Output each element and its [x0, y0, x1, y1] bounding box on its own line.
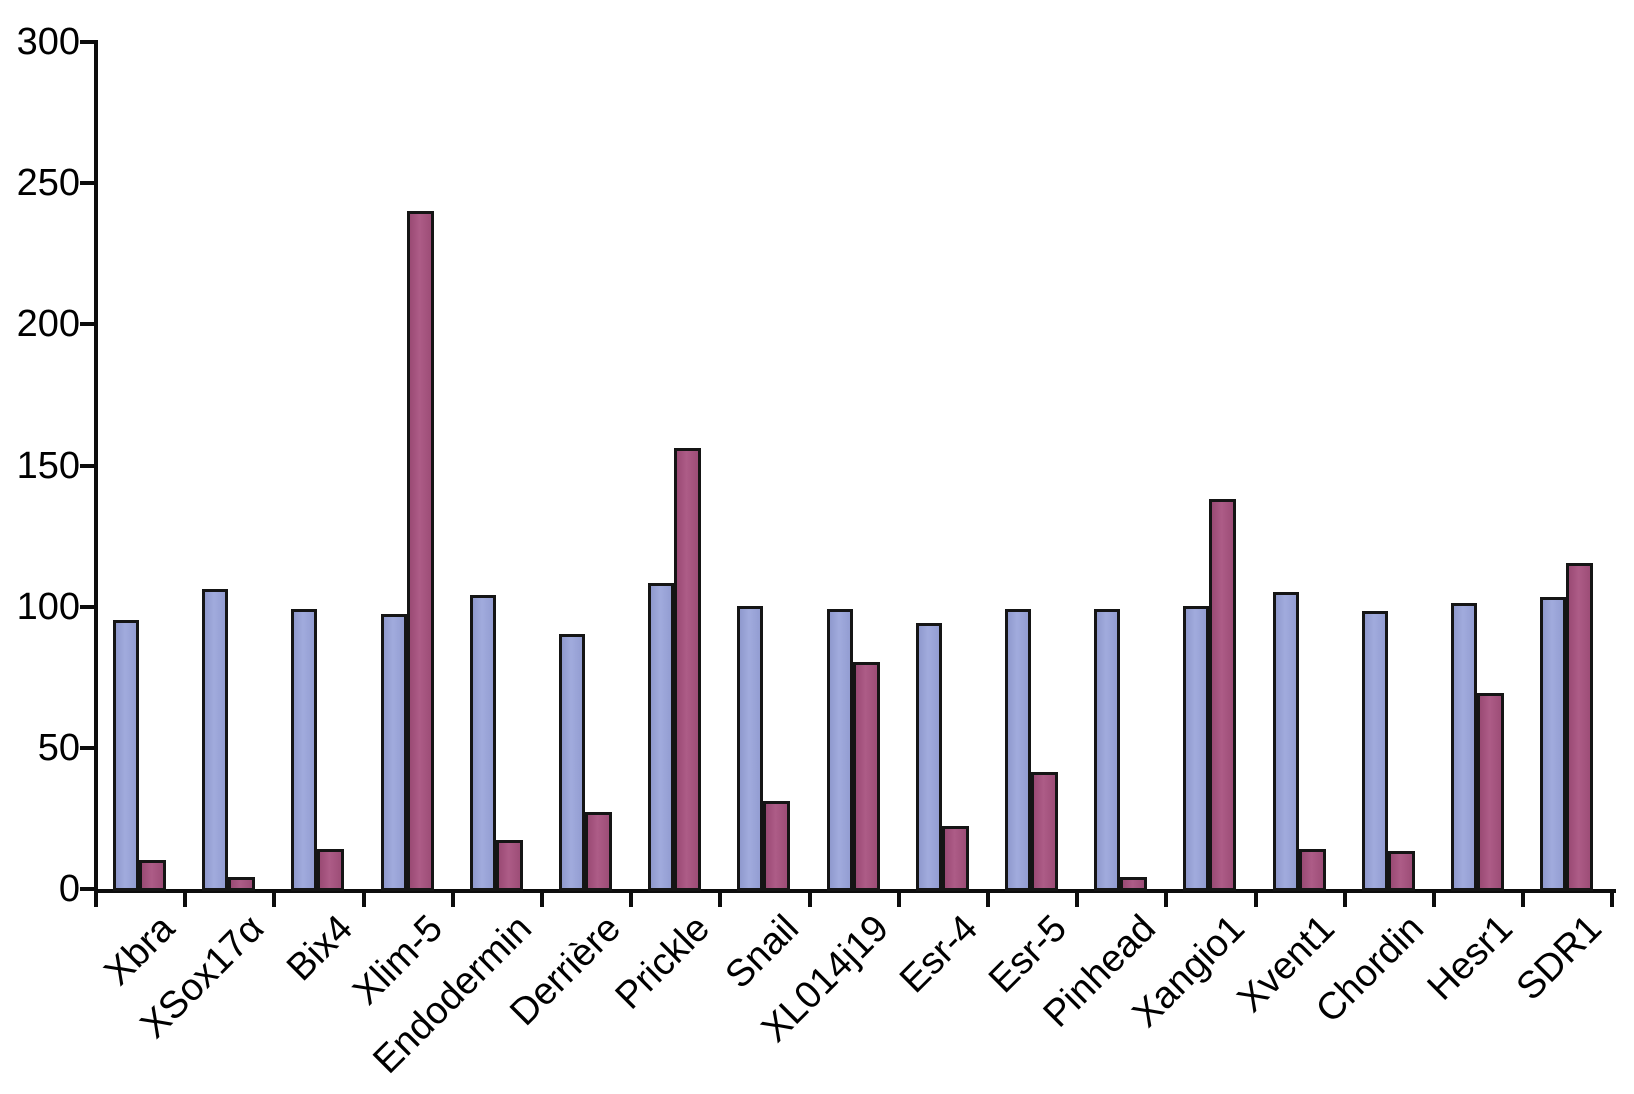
x-label-text: Bix4: [279, 907, 362, 990]
x-tick-3: [361, 891, 366, 907]
y-tick-label-0: 0: [58, 868, 80, 910]
bar-blue-Xangio1: [1183, 605, 1210, 891]
x-tick-10: [986, 891, 990, 907]
y-tick-label-250: 250: [16, 162, 80, 205]
bar-blue-Prickle: [648, 583, 675, 891]
x-tick-15: [1432, 891, 1436, 907]
x-tick-7: [718, 891, 723, 907]
bar-blue-Xlim-5: [380, 614, 407, 891]
y-tick-label-50: 50: [37, 726, 80, 769]
bar-blue-XL014j19: [826, 608, 853, 891]
x-tick-11: [1075, 891, 1080, 907]
bar-maroon-Xangio1: [1209, 498, 1237, 891]
x-tick-8: [807, 891, 812, 907]
y-tick-label-300: 300: [16, 21, 80, 63]
bar-maroon-Xbra: [139, 859, 166, 891]
y-tick-label-100: 100: [16, 585, 80, 628]
bar-blue-XSox17α: [202, 588, 229, 891]
bar-maroon-XL014j19: [852, 662, 880, 891]
x-label-text: Hesr1: [1419, 907, 1521, 1009]
bar-maroon-XSox17α: [228, 876, 256, 891]
bar-maroon-Bix4: [317, 848, 345, 891]
x-axis-line: [94, 889, 1617, 893]
bar-maroon-Derrière: [585, 811, 612, 891]
x-tick-9: [896, 891, 901, 907]
x-tick-1: [183, 891, 188, 907]
x-tick-2: [272, 891, 277, 907]
bar-blue-Esr-4: [915, 622, 942, 891]
bar-maroon-Prickle: [674, 447, 702, 891]
x-label-text: Esr-4: [891, 907, 986, 1002]
bar-blue-Endodermin: [469, 594, 496, 891]
x-tick-16: [1521, 891, 1526, 907]
x-tick-14: [1342, 891, 1347, 907]
bar-maroon-Chordin: [1387, 851, 1415, 891]
y-tick-300: [80, 40, 94, 44]
bar-blue-SDR1: [1540, 597, 1567, 891]
bar-maroon-Endodermin: [495, 840, 523, 891]
bar-maroon-Esr-5: [1031, 772, 1058, 891]
y-tick-250: [80, 181, 94, 186]
bar-maroon-Hesr1: [1477, 693, 1504, 891]
bar-blue-Esr-5: [1005, 608, 1031, 891]
bar-maroon-Snail: [763, 800, 791, 891]
y-tick-150: [80, 463, 94, 468]
bar-blue-Xvent1: [1272, 591, 1299, 891]
y-tick-label-200: 200: [16, 303, 80, 346]
x-tick-17: [1610, 891, 1615, 907]
x-label-text: SDR1: [1508, 907, 1611, 1009]
bar-blue-Xbra: [113, 619, 139, 891]
y-axis-line: [94, 40, 98, 893]
bar-blue-Snail: [737, 605, 764, 891]
x-tick-5: [540, 891, 544, 907]
x-tick-6: [629, 891, 634, 907]
bar-maroon-SDR1: [1566, 563, 1594, 891]
bar-maroon-Pinhead: [1120, 876, 1148, 891]
y-tick-200: [80, 322, 94, 327]
bar-blue-Bix4: [291, 608, 318, 891]
y-tick-50: [80, 745, 94, 750]
bar-maroon-Xlim-5: [406, 210, 434, 891]
x-tick-13: [1253, 891, 1258, 907]
bar-maroon-Xvent1: [1298, 848, 1326, 891]
y-tick-label-150: 150: [16, 444, 80, 487]
y-tick-0: [80, 887, 94, 891]
bar-blue-Hesr1: [1451, 603, 1477, 891]
y-tick-100: [80, 604, 94, 609]
x-tick-0: [94, 891, 98, 907]
bar-maroon-Esr-4: [941, 826, 969, 891]
bar-blue-Derrière: [559, 634, 585, 891]
bar-blue-Chordin: [1361, 611, 1388, 891]
x-label-text: Prickle: [607, 907, 719, 1018]
bar-blue-Pinhead: [1094, 608, 1121, 891]
x-tick-4: [450, 891, 455, 907]
x-tick-12: [1164, 891, 1169, 907]
